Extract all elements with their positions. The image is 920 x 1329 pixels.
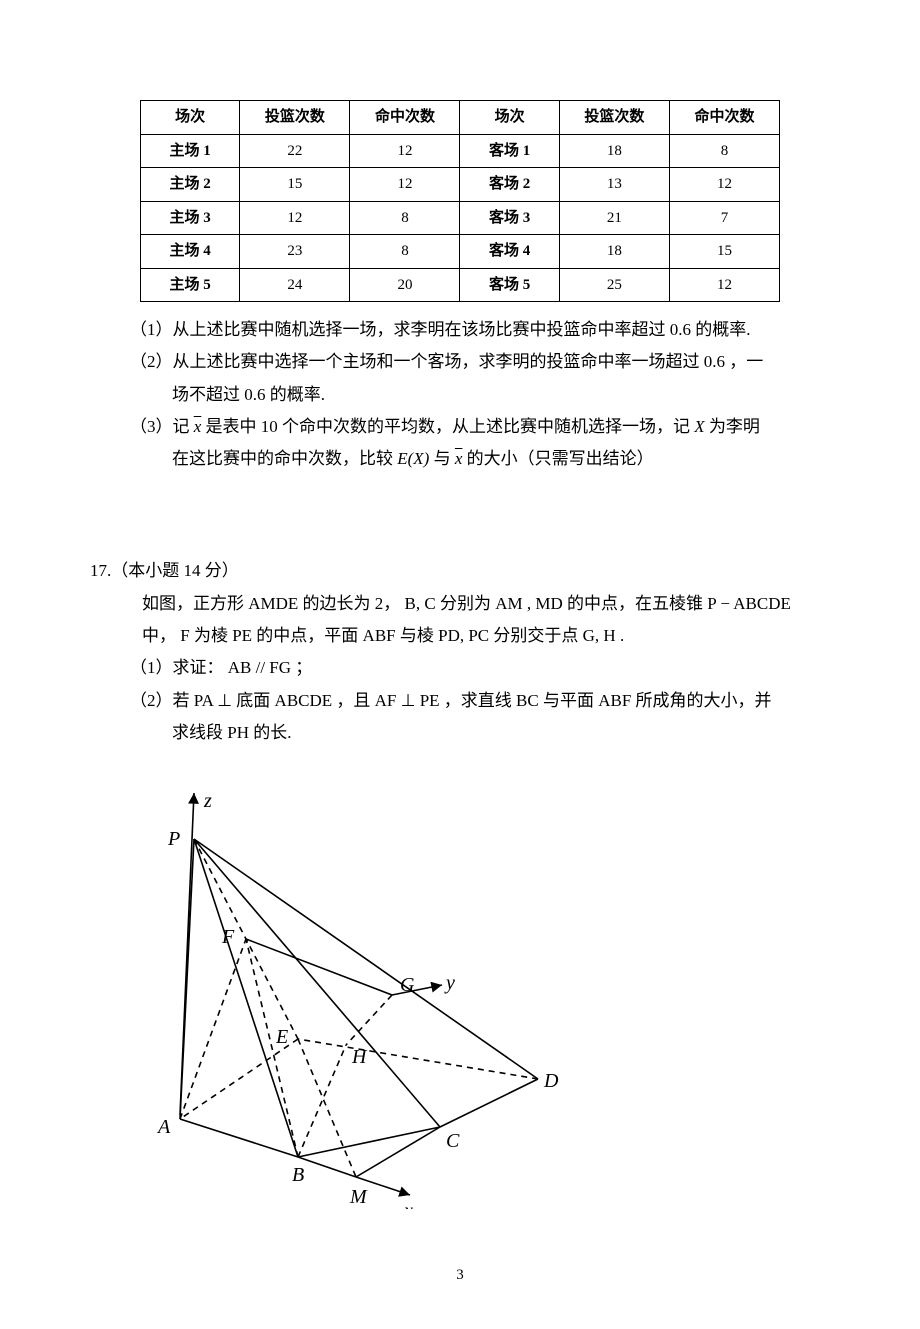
- table-row: 主场 3128客场 3217: [141, 201, 780, 235]
- xbar-symbol: x: [194, 417, 202, 436]
- q17-part2-a: （2）若 PA ⊥ 底面 ABCDE ，且 AF ⊥ PE ，求直线 BC 与平…: [130, 685, 830, 717]
- text: （3）记: [130, 417, 190, 436]
- td: 18: [559, 134, 669, 168]
- td: 23: [240, 235, 350, 269]
- td: 12: [350, 168, 460, 202]
- q16-part2-b: 场不超过 0.6 的概率.: [172, 379, 830, 411]
- q17-line1: 如图，正方形 AMDE 的边长为 2， B, C 分别为 AM , MD 的中点…: [142, 588, 830, 620]
- svg-text:P: P: [167, 828, 180, 850]
- td: 8: [350, 235, 460, 269]
- page-number: 3: [90, 1261, 830, 1290]
- svg-text:H: H: [351, 1046, 368, 1068]
- td: 12: [669, 168, 779, 202]
- q16-part1: （1）从上述比赛中随机选择一场，求李明在该场比赛中投篮命中率超过 0.6 的概率…: [130, 314, 830, 346]
- diagram-svg: A B M C D E P F G Hz x y: [130, 779, 570, 1209]
- geometry-diagram: A B M C D E P F G Hz x y: [130, 779, 830, 1220]
- text: 的大小（只需写出结论）: [462, 449, 653, 468]
- td: 客场 2: [460, 168, 559, 202]
- th: 场次: [460, 101, 559, 135]
- td: 8: [669, 134, 779, 168]
- td: 主场 4: [141, 235, 240, 269]
- q17-part1: （1）求证： AB // FG ；: [130, 652, 830, 684]
- q17-line2: 中， F 为棱 PE 的中点，平面 ABF 与棱 PD, PC 分别交于点 G,…: [142, 620, 830, 652]
- td: 12: [669, 268, 779, 302]
- th: 投篮次数: [559, 101, 669, 135]
- q16-part2-a: （2）从上述比赛中选择一个主场和一个客场，求李明的投篮命中率一场超过 0.6 ，…: [130, 346, 830, 378]
- td: 7: [669, 201, 779, 235]
- text: 为李明: [705, 417, 760, 436]
- table-body: 主场 12212客场 1188主场 21512客场 21312主场 3128客场…: [141, 134, 780, 302]
- td: 22: [240, 134, 350, 168]
- table-row: 主场 12212客场 1188: [141, 134, 780, 168]
- td: 24: [240, 268, 350, 302]
- td: 12: [350, 134, 460, 168]
- svg-text:G: G: [400, 974, 415, 996]
- gap: [90, 475, 830, 555]
- page: 场次 投篮次数 命中次数 场次 投篮次数 命中次数 主场 12212客场 118…: [0, 0, 920, 1329]
- svg-text:F: F: [221, 926, 235, 948]
- svg-text:z: z: [203, 790, 212, 812]
- td: 8: [350, 201, 460, 235]
- table-row: 主场 52420客场 52512: [141, 268, 780, 302]
- table-row: 主场 21512客场 21312: [141, 168, 780, 202]
- td: 20: [350, 268, 460, 302]
- svg-text:C: C: [446, 1130, 460, 1152]
- X-symbol: X: [694, 417, 704, 436]
- td: 12: [240, 201, 350, 235]
- td: 主场 1: [141, 134, 240, 168]
- td: 18: [559, 235, 669, 269]
- th: 场次: [141, 101, 240, 135]
- td: 主场 2: [141, 168, 240, 202]
- td: 25: [559, 268, 669, 302]
- svg-text:D: D: [543, 1070, 559, 1092]
- q17-part2-b: 求线段 PH 的长.: [172, 717, 830, 749]
- th: 投篮次数: [240, 101, 350, 135]
- td: 客场 4: [460, 235, 559, 269]
- EX-symbol: E(X): [397, 449, 429, 468]
- td: 主场 5: [141, 268, 240, 302]
- text: 在这比赛中的命中次数，比较: [172, 449, 397, 468]
- td: 13: [559, 168, 669, 202]
- svg-text:B: B: [292, 1164, 304, 1186]
- text: 是表中 10 个命中次数的平均数，从上述比赛中随机选择一场，记: [206, 417, 695, 436]
- svg-text:E: E: [275, 1026, 288, 1048]
- svg-text:M: M: [349, 1186, 368, 1208]
- stats-table: 场次 投篮次数 命中次数 场次 投篮次数 命中次数 主场 12212客场 118…: [140, 100, 780, 302]
- svg-text:x: x: [403, 1200, 413, 1209]
- td: 客场 5: [460, 268, 559, 302]
- q16-part3-a: （3）记 x 是表中 10 个命中次数的平均数，从上述比赛中随机选择一场，记 X…: [130, 411, 830, 443]
- td: 主场 3: [141, 201, 240, 235]
- th: 命中次数: [669, 101, 779, 135]
- td: 客场 1: [460, 134, 559, 168]
- td: 客场 3: [460, 201, 559, 235]
- td: 15: [669, 235, 779, 269]
- table-header-row: 场次 投篮次数 命中次数 场次 投篮次数 命中次数: [141, 101, 780, 135]
- td: 15: [240, 168, 350, 202]
- svg-text:y: y: [444, 972, 455, 994]
- th: 命中次数: [350, 101, 460, 135]
- td: 21: [559, 201, 669, 235]
- svg-text:A: A: [156, 1116, 171, 1138]
- q17-header: 17.（本小题 14 分）: [90, 555, 830, 587]
- table-row: 主场 4238客场 41815: [141, 235, 780, 269]
- q16-part3-b: 在这比赛中的命中次数，比较 E(X) 与 x 的大小（只需写出结论）: [172, 443, 830, 475]
